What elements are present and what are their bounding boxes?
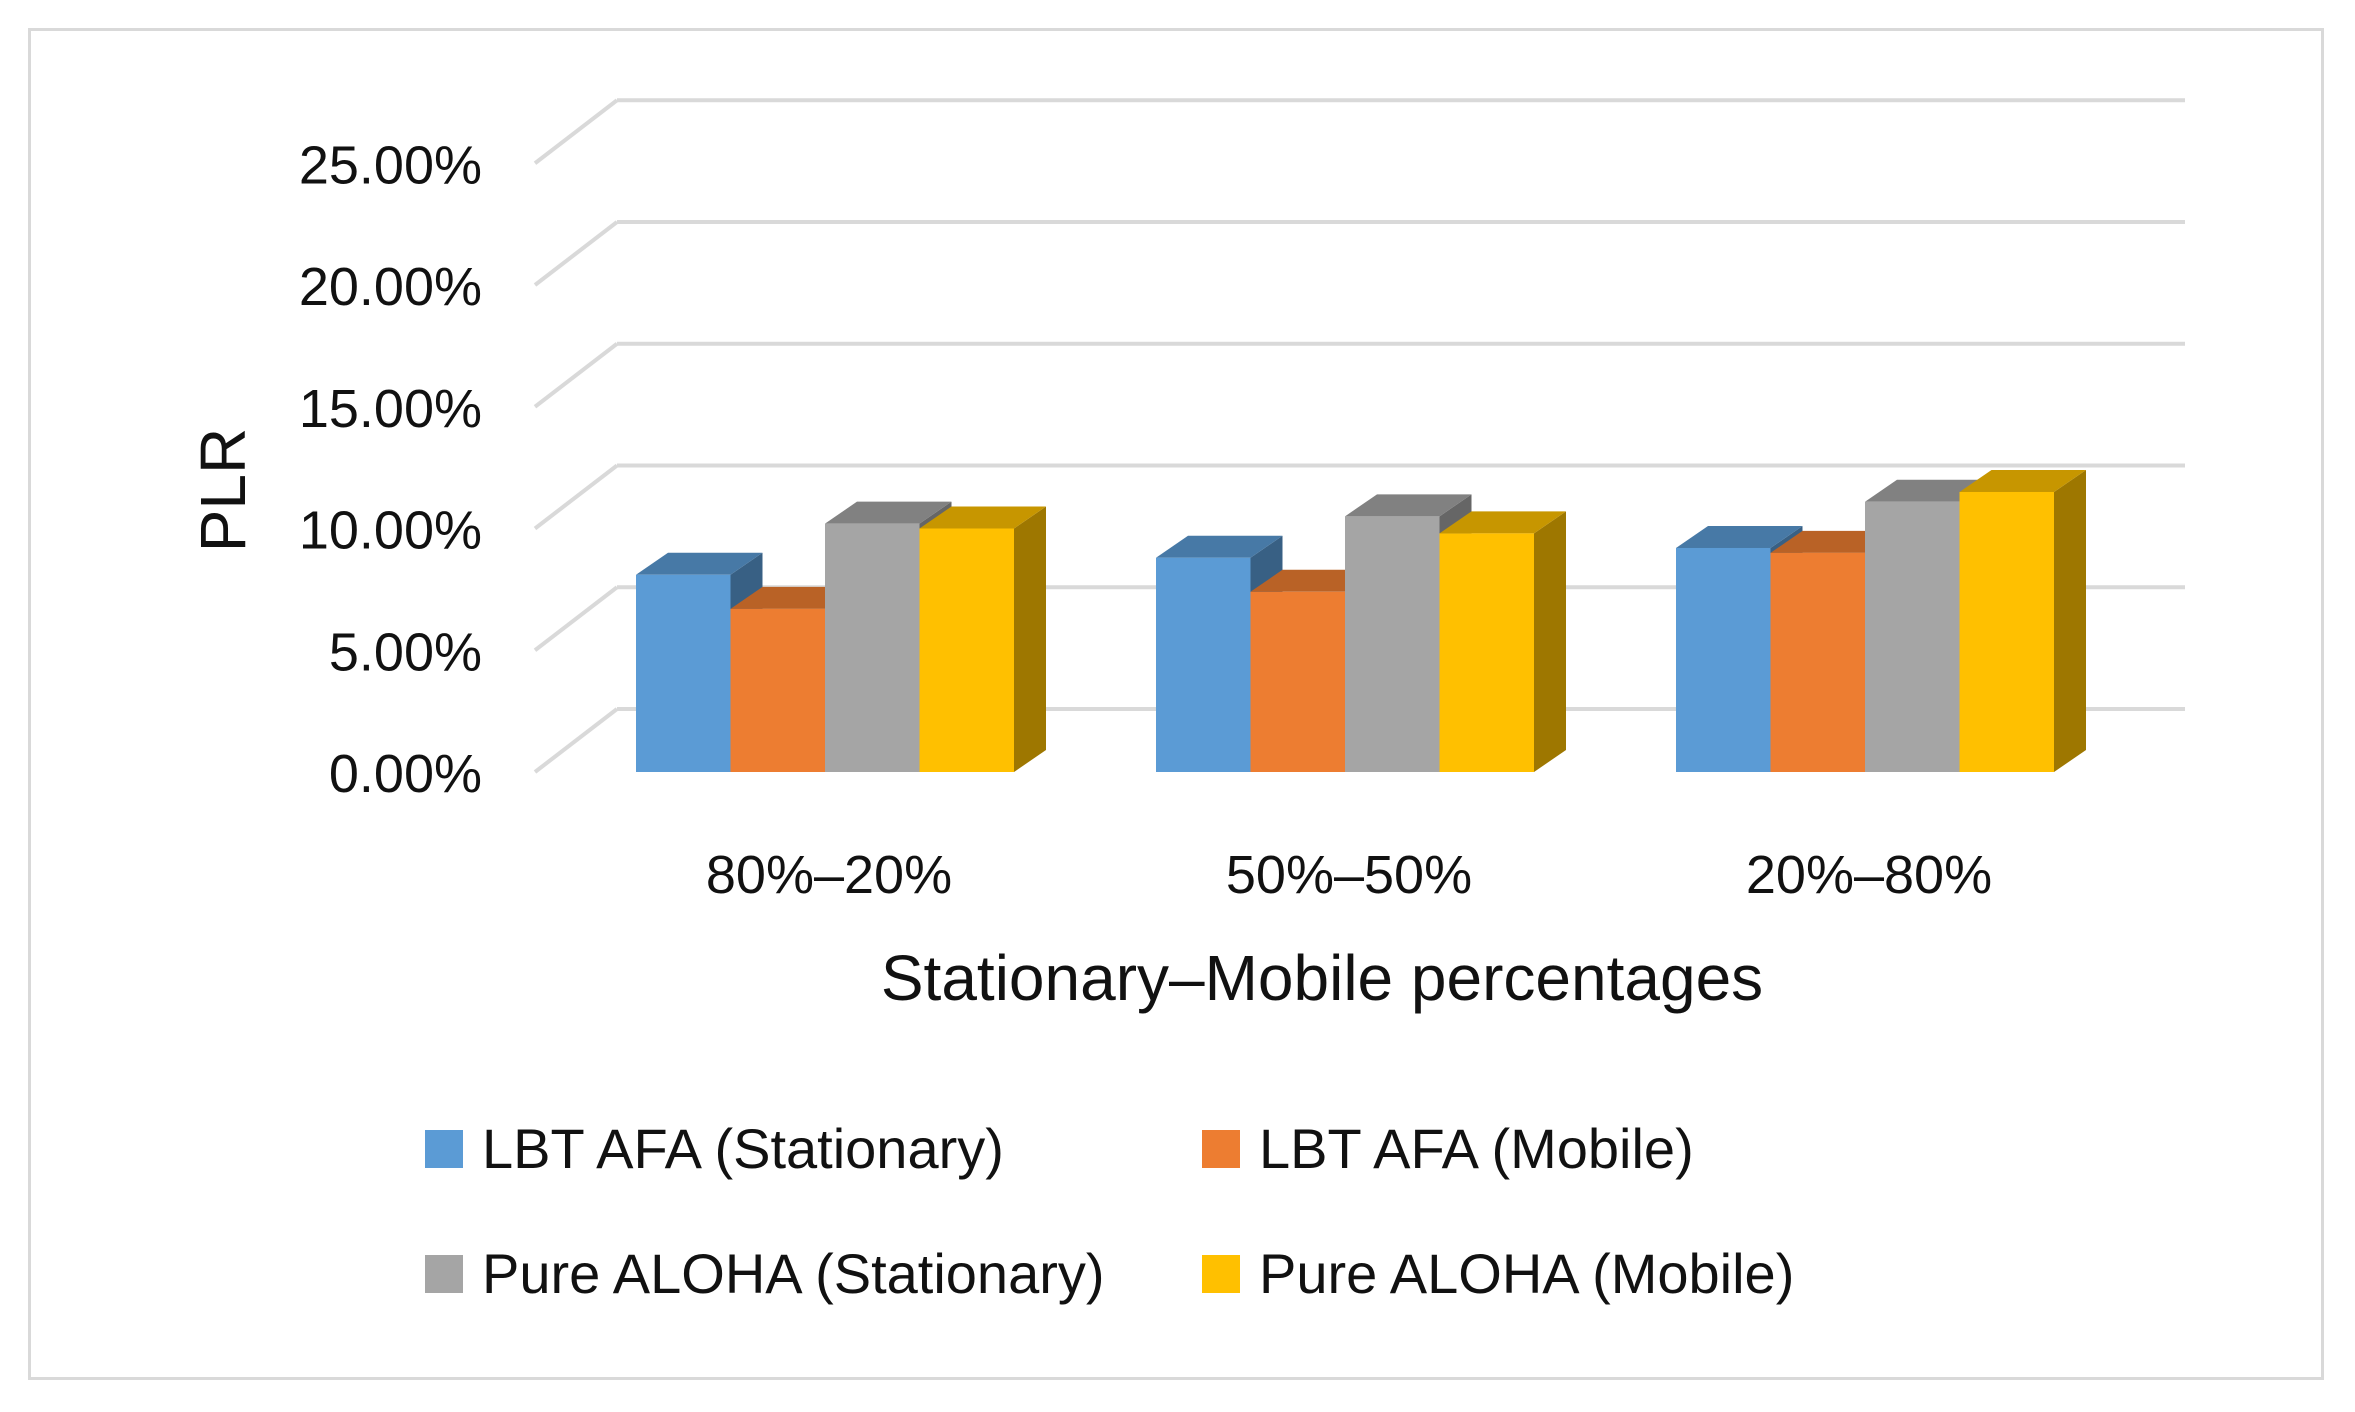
bar-front — [1959, 491, 2054, 772]
legend-item: LBT AFA (Mobile) — [1202, 1117, 1694, 1180]
gridline-side — [533, 707, 619, 774]
legend-item: Pure ALOHA (Stationary) — [425, 1242, 1105, 1305]
legend-label: LBT AFA (Mobile) — [1259, 1117, 1694, 1180]
bar-front — [1676, 547, 1771, 772]
bar-front — [919, 528, 1014, 772]
bar-side — [1534, 511, 1566, 772]
y-tick-label: 20.00% — [299, 257, 482, 317]
bar — [919, 506, 1046, 772]
legend-swatch — [1202, 1255, 1240, 1293]
y-axis-ticks: 0.00% 5.00% 10.00% 15.00% 20.00% 25.00% — [299, 135, 482, 804]
legend-swatch — [425, 1255, 463, 1293]
bars — [636, 469, 2086, 772]
legend-swatch — [425, 1130, 463, 1168]
bar-front — [1345, 516, 1440, 772]
x-tick-label: 50%–50% — [1226, 845, 1472, 905]
x-tick-label: 20%–80% — [1746, 845, 1992, 905]
bar-front — [730, 608, 825, 772]
x-axis-ticks: 80%–20% 50%–50% 20%–80% — [706, 845, 1992, 905]
bar-top — [1676, 525, 1803, 548]
bar-front — [1439, 533, 1534, 772]
bar-front — [636, 574, 731, 772]
bar-top — [636, 552, 763, 575]
bar-top — [825, 501, 952, 524]
bar-top — [1959, 469, 2086, 492]
legend-swatch — [1202, 1130, 1240, 1168]
gridline-side — [533, 220, 619, 287]
legend-label: LBT AFA (Stationary) — [482, 1117, 1004, 1180]
y-tick-label: 0.00% — [329, 744, 482, 804]
bar-front — [1770, 552, 1865, 772]
gridline-side — [533, 342, 619, 409]
legend: LBT AFA (Stationary) LBT AFA (Mobile) Pure… — [425, 1117, 1794, 1305]
gridline-side — [533, 98, 619, 165]
legend-label: Pure ALOHA (Mobile) — [1259, 1242, 1794, 1305]
bar-side — [1014, 506, 1046, 772]
legend-item: Pure ALOHA (Mobile) — [1202, 1242, 1794, 1305]
bar-front — [1156, 557, 1251, 772]
bar-front — [1865, 501, 1960, 772]
bar-top — [919, 506, 1046, 529]
bar-front — [1250, 591, 1345, 772]
legend-label: Pure ALOHA (Stationary) — [482, 1242, 1105, 1305]
y-axis-title: PLR — [187, 428, 259, 553]
x-axis-title: Stationary–Mobile percentages — [881, 942, 1763, 1014]
bar-top — [1345, 494, 1472, 517]
bar-top — [1156, 535, 1283, 558]
x-tick-label: 80%–20% — [706, 845, 952, 905]
gridline-side — [533, 463, 619, 531]
bar — [1439, 511, 1566, 772]
legend-item: LBT AFA (Stationary) — [425, 1117, 1004, 1180]
bar-side — [2054, 469, 2086, 772]
y-tick-label: 15.00% — [299, 379, 482, 439]
bar — [1959, 469, 2086, 772]
y-tick-label: 10.00% — [299, 501, 482, 561]
y-tick-label: 5.00% — [329, 622, 482, 682]
y-tick-label: 25.00% — [299, 135, 482, 195]
bar-top — [1439, 511, 1566, 534]
bar-front — [825, 523, 920, 772]
gridline-side — [533, 585, 619, 652]
